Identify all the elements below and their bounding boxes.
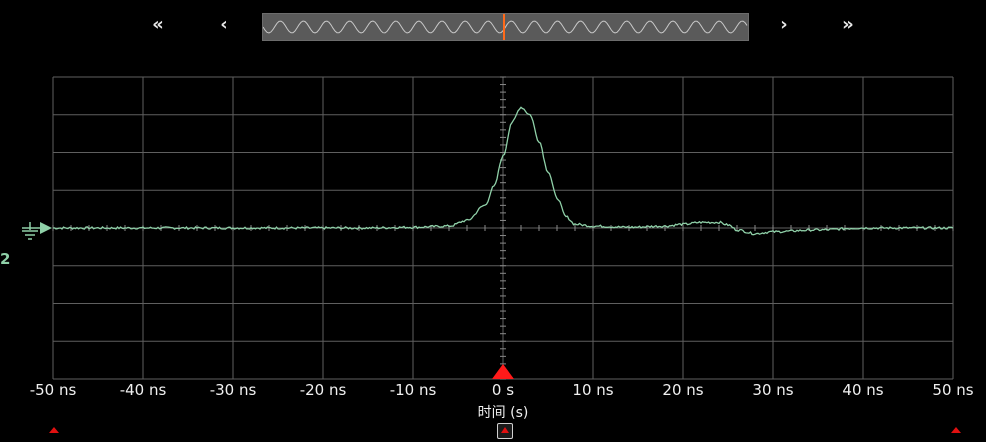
time-tick-label: 20 ns <box>662 381 704 399</box>
time-tick-label: 40 ns <box>842 381 884 399</box>
time-tick-label: 50 ns <box>932 381 974 399</box>
time-tick-label: -20 ns <box>299 381 347 399</box>
overview-waveform <box>263 14 748 40</box>
trigger-position-button[interactable] <box>497 423 513 439</box>
time-axis-title: 时间 (s) <box>477 405 529 421</box>
waveform-overview-bar[interactable] <box>262 13 749 41</box>
channel-label: 2 <box>0 250 11 268</box>
time-tick-label: -30 ns <box>209 381 257 399</box>
time-tick-label: -40 ns <box>119 381 167 399</box>
waveform-trace <box>52 106 954 236</box>
channel-ground-arrow-icon <box>40 222 52 234</box>
time-tick-label: 30 ns <box>752 381 794 399</box>
scroll-first-button[interactable]: « <box>152 14 164 35</box>
scroll-last-button[interactable]: » <box>842 14 854 35</box>
trigger-marker-icon <box>492 364 514 379</box>
scroll-prev-button[interactable]: ‹ <box>220 14 228 35</box>
left-edge-marker-icon <box>49 427 59 433</box>
right-edge-marker-icon <box>951 427 961 433</box>
time-tick-label: -50 ns <box>29 381 77 399</box>
time-tick-label: 10 ns <box>572 381 614 399</box>
time-tick-label: 0 s <box>491 381 515 399</box>
time-tick-label: -10 ns <box>389 381 437 399</box>
scroll-next-button[interactable]: › <box>780 14 788 35</box>
